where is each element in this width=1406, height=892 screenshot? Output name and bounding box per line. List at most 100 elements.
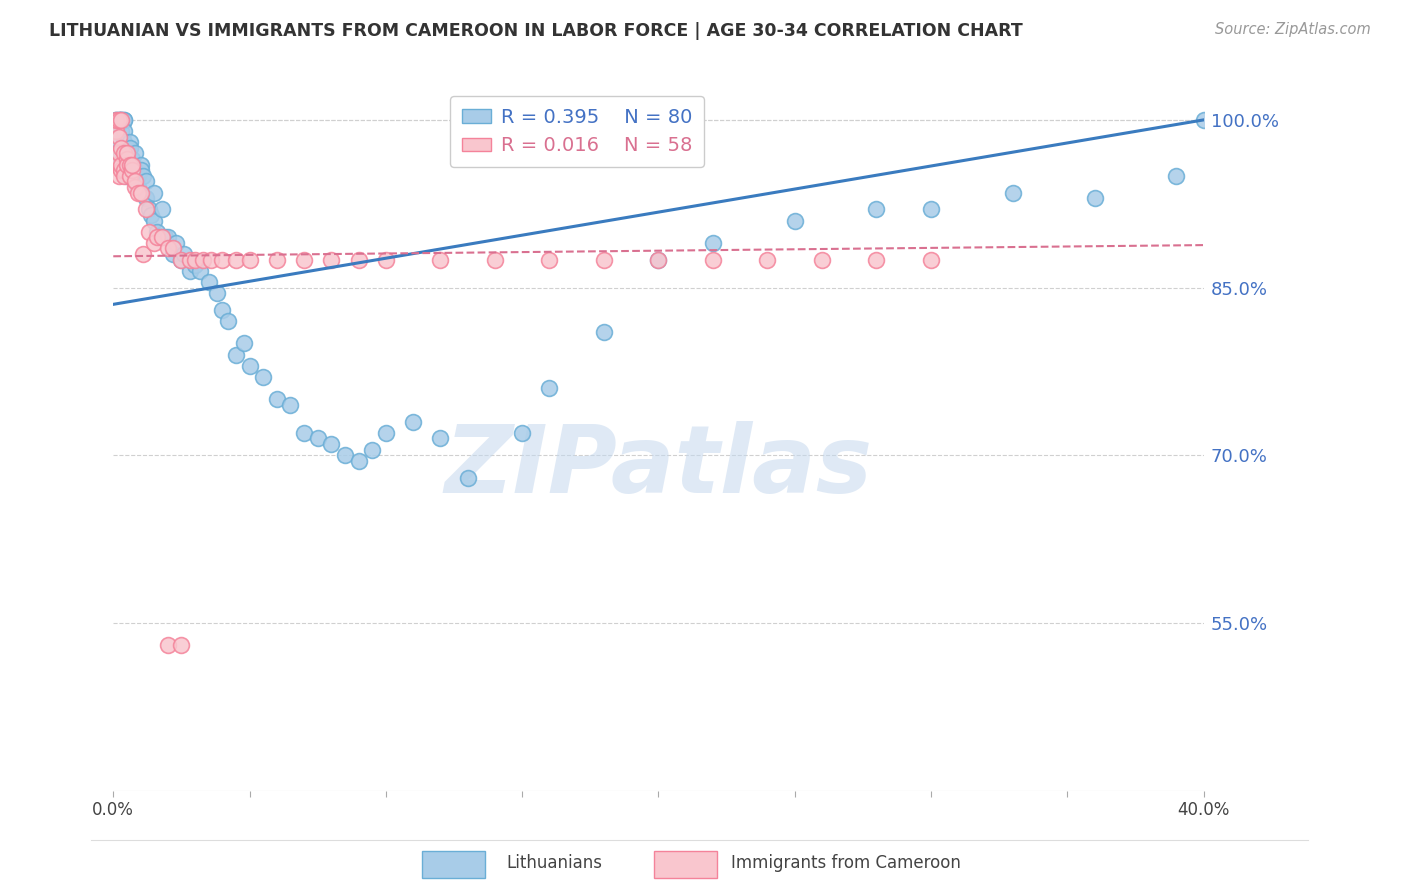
Text: ZIPatlas: ZIPatlas [444,421,873,513]
Text: Source: ZipAtlas.com: Source: ZipAtlas.com [1215,22,1371,37]
Point [129,186,152,200]
Point [165,235,187,250]
Point [110,141,132,155]
Point [865,202,887,217]
Point [233,336,256,351]
Point [112,135,135,149]
Point [110,158,132,172]
Point [170,252,193,267]
Point [266,252,288,267]
Point [104,158,127,172]
Point [135,191,157,205]
Point [920,252,942,267]
Point [118,169,141,183]
Point [292,425,315,440]
Point [374,252,396,267]
Point [129,158,152,172]
Point [333,448,356,462]
Point [307,432,329,446]
Point [112,124,135,138]
Point [138,202,160,217]
Point [865,252,887,267]
Point [110,124,132,138]
Point [811,252,834,267]
Point [538,381,561,395]
Point [110,112,132,127]
Point [121,152,143,166]
Point [647,252,669,267]
Point [146,225,169,239]
Point [184,252,207,267]
Point [118,141,141,155]
Point [457,470,479,484]
Point [347,454,370,468]
Point [107,112,129,127]
Legend: R = 0.395    N = 80, R = 0.016    N = 58: R = 0.395 N = 80, R = 0.016 N = 58 [450,96,703,167]
Point [110,112,132,127]
Point [104,124,127,138]
Point [112,169,135,183]
Point [361,442,384,457]
Point [104,146,127,161]
Point [107,146,129,161]
Point [143,186,166,200]
Point [143,235,166,250]
Point [112,146,135,161]
Point [190,264,212,278]
Text: Lithuanians: Lithuanians [506,855,602,872]
Point [138,225,160,239]
Point [115,158,138,172]
Point [211,252,233,267]
Point [225,348,247,362]
Point [374,425,396,440]
Point [129,163,152,178]
Point [107,112,129,127]
Point [225,252,247,267]
Point [107,169,129,183]
Point [510,425,533,440]
Point [112,163,135,178]
Point [118,163,141,178]
Point [104,112,127,127]
Point [156,242,179,256]
Point [104,112,127,127]
Point [150,230,173,244]
Point [205,286,228,301]
Point [538,252,561,267]
Point [127,169,149,183]
Point [1083,191,1105,205]
Point [170,252,193,267]
Point [162,247,184,261]
Point [115,169,138,183]
Point [347,252,370,267]
Point [121,163,143,178]
Point [173,247,195,261]
Point [107,112,129,127]
Point [162,242,184,256]
Point [593,252,616,267]
Point [141,208,163,222]
Point [156,230,179,244]
Point [1192,112,1215,127]
Point [112,112,135,127]
Point [107,129,129,144]
Point [702,235,724,250]
Point [184,258,207,272]
Point [429,252,451,267]
Point [127,186,149,200]
Point [146,230,169,244]
Point [756,252,779,267]
Point [135,174,157,188]
Point [143,213,166,227]
Point [124,174,146,188]
Point [702,252,724,267]
Point [292,252,315,267]
Point [266,392,288,407]
Point [1001,186,1024,200]
Text: Immigrants from Cameroon: Immigrants from Cameroon [731,855,960,872]
Point [920,202,942,217]
Point [402,415,425,429]
Point [238,359,260,373]
Point [124,180,146,194]
Point [321,437,343,451]
